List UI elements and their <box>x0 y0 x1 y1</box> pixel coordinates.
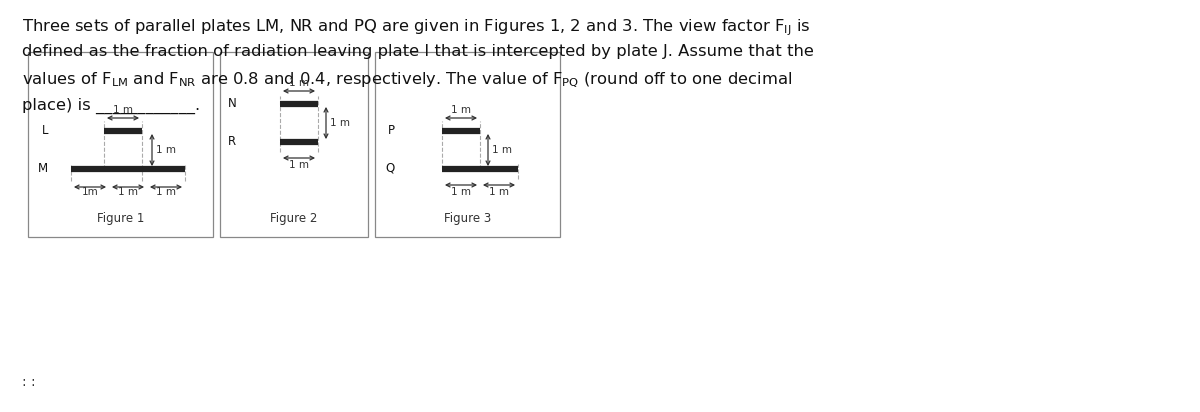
Text: : :: : : <box>22 375 36 389</box>
Text: L: L <box>42 124 48 136</box>
Text: 1 m: 1 m <box>289 78 310 88</box>
Text: R: R <box>228 134 236 147</box>
Bar <box>374 52 560 237</box>
Text: 1 m: 1 m <box>156 187 176 197</box>
Text: place) is ____________.: place) is ____________. <box>22 98 200 114</box>
Text: Q: Q <box>385 162 395 175</box>
Text: 1 m: 1 m <box>451 105 470 115</box>
Text: N: N <box>228 96 236 110</box>
Bar <box>220 52 368 237</box>
Text: 1 m: 1 m <box>330 118 350 128</box>
Text: defined as the fraction of radiation leaving plate I that is intercepted by plat: defined as the fraction of radiation lea… <box>22 44 814 59</box>
Text: 1 m: 1 m <box>451 187 470 197</box>
Text: 1 m: 1 m <box>492 145 512 155</box>
Text: 1 m: 1 m <box>156 145 176 155</box>
Bar <box>28 52 214 237</box>
Text: M: M <box>38 162 48 175</box>
Text: 1 m: 1 m <box>113 105 133 115</box>
Text: 1m: 1m <box>82 187 98 197</box>
Text: P: P <box>388 124 395 136</box>
Text: 1 m: 1 m <box>289 160 310 170</box>
Text: values of F$_{\mathrm{LM}}$ and F$_{\mathrm{NR}}$ are 0.8 and 0.4, respectively.: values of F$_{\mathrm{LM}}$ and F$_{\mat… <box>22 71 792 90</box>
Text: Figure 2: Figure 2 <box>270 212 318 225</box>
Text: Figure 3: Figure 3 <box>444 212 491 225</box>
Text: 1 m: 1 m <box>490 187 509 197</box>
Text: 1 m: 1 m <box>118 187 138 197</box>
Text: Three sets of parallel plates LM, NR and PQ are given in Figures 1, 2 and 3. The: Three sets of parallel plates LM, NR and… <box>22 17 810 37</box>
Text: Figure 1: Figure 1 <box>97 212 144 225</box>
